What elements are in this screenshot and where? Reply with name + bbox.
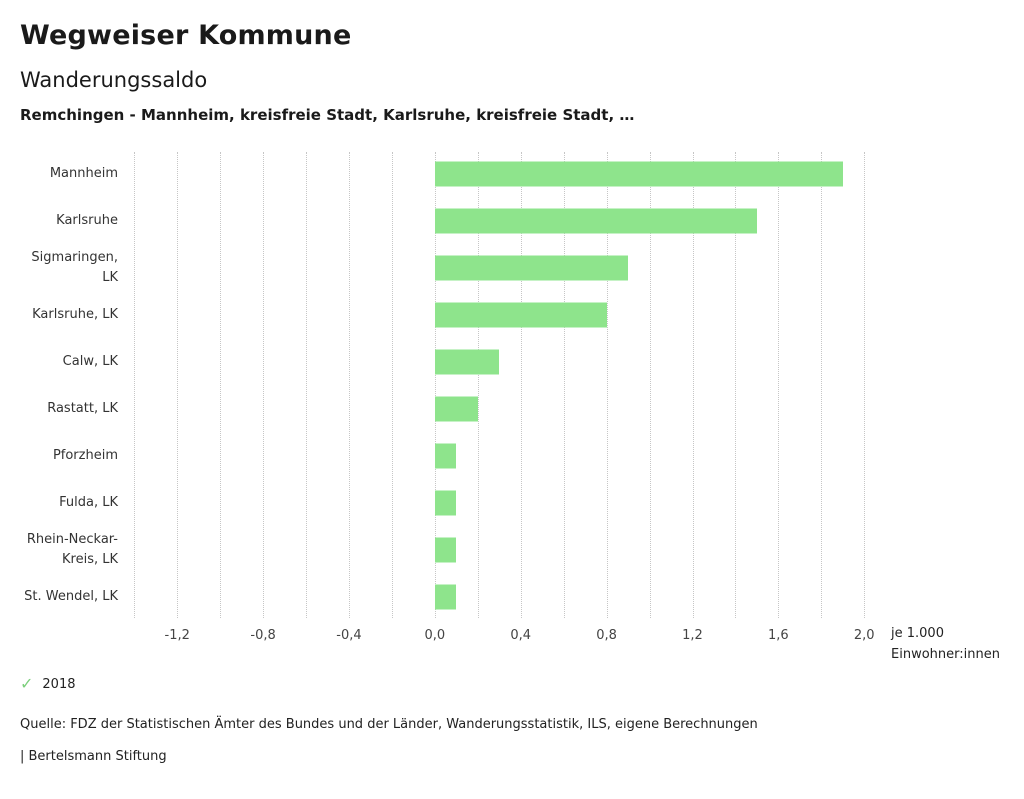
- category-label: Karlsruhe, LK: [32, 306, 118, 322]
- gridline: [348, 152, 350, 618]
- bar[interactable]: [434, 302, 607, 327]
- chart-row: Rhein-Neckar-Kreis, LK: [20, 526, 1004, 573]
- category-label: Karlsruhe: [56, 212, 118, 228]
- chart-selection: Remchingen - Mannheim, kreisfreie Stadt,…: [20, 106, 635, 124]
- x-tick-label: 0,8: [596, 628, 617, 643]
- chart-row: Sigmaringen, LK: [20, 244, 1004, 291]
- category-label: Fulda, LK: [59, 494, 118, 510]
- axis-unit-line1: je 1.000: [891, 626, 944, 641]
- bar[interactable]: [434, 537, 457, 562]
- x-tick-label: 1,6: [768, 628, 789, 643]
- gridline: [220, 152, 222, 618]
- plot-area: Mannheim Karlsruhe Sigmaringen, LK Karlsruh…: [20, 150, 1004, 620]
- gridline: [649, 152, 651, 618]
- gridline: [306, 152, 308, 618]
- category-label: Sigmaringen, LK: [31, 250, 118, 285]
- gridline: [864, 152, 866, 618]
- bar-cell: [130, 338, 875, 385]
- chart-row: Calw, LK: [20, 338, 1004, 385]
- bar-cell: [130, 197, 875, 244]
- bar-cell: [130, 526, 875, 573]
- chart-row: St. Wendel, LK: [20, 573, 1004, 620]
- category-label: Rastatt, LK: [47, 400, 118, 416]
- legend-label: 2018: [42, 676, 76, 692]
- gridline: [778, 152, 780, 618]
- x-tick-label: -0,4: [336, 628, 362, 643]
- category-label: Calw, LK: [62, 353, 118, 369]
- axis-unit-line2: Einwohner:innen: [891, 647, 1000, 662]
- page: Wegweiser Kommune Wanderungssaldo Remchi…: [20, 20, 1004, 764]
- gridline: [520, 152, 522, 618]
- check-icon: ✓: [20, 674, 34, 693]
- category-label: St. Wendel, LK: [24, 588, 118, 604]
- branding: | Bertelsmann Stiftung: [20, 749, 167, 764]
- bar-cell: [130, 385, 875, 432]
- bar-chart: Mannheim Karlsruhe Sigmaringen, LK Karlsruh…: [20, 150, 1004, 662]
- bar-cell: [130, 432, 875, 479]
- source-note: Quelle: FDZ der Statistischen Ämter des …: [20, 717, 758, 732]
- category-label: Pforzheim: [52, 447, 118, 463]
- bar[interactable]: [434, 255, 629, 280]
- chart-row: Karlsruhe: [20, 197, 1004, 244]
- chart-row: Fulda, LK: [20, 479, 1004, 526]
- gridline: [563, 152, 565, 618]
- gridline: [263, 152, 265, 618]
- x-axis-ticks: -1,2 -0,8 -0,4 0,0 0,4 0,8 1,2 1,6 2,0: [130, 620, 875, 662]
- gridlines-layer: [130, 152, 875, 618]
- bar[interactable]: [434, 584, 457, 609]
- bar-cell: [130, 244, 875, 291]
- x-tick-label: 0,4: [510, 628, 532, 643]
- gridline: [391, 152, 393, 618]
- chart-row: Karlsruhe, LK: [20, 291, 1004, 338]
- gridline: [177, 152, 179, 618]
- x-tick-label: 1,2: [682, 628, 703, 643]
- chart-row: Mannheim: [20, 150, 1004, 197]
- category-label: Mannheim: [49, 165, 118, 181]
- bar-cell: [130, 291, 875, 338]
- gridline: [477, 152, 479, 618]
- x-tick-label: -1,2: [164, 628, 190, 643]
- gridline: [692, 152, 694, 618]
- chart-row: Pforzheim: [20, 432, 1004, 479]
- bar-rows: Mannheim Karlsruhe Sigmaringen, LK Karlsruh…: [20, 150, 1004, 620]
- x-tick-label: 2,0: [853, 628, 875, 643]
- gridline: [735, 152, 737, 618]
- x-tick-label: -0,8: [250, 628, 276, 643]
- chart-title: Wanderungssaldo: [20, 68, 208, 92]
- gridline: [821, 152, 823, 618]
- gridline: [606, 152, 608, 618]
- legend-item-2018[interactable]: ✓ 2018: [20, 676, 76, 692]
- bar[interactable]: [434, 349, 500, 374]
- gridline: [434, 152, 436, 618]
- bar[interactable]: [434, 396, 478, 421]
- gridline: [134, 152, 136, 618]
- bar-cell: [130, 573, 875, 620]
- category-label: Rhein-Neckar-Kreis, LK: [26, 532, 118, 567]
- bar[interactable]: [434, 490, 457, 515]
- app-title: Wegweiser Kommune: [20, 20, 352, 51]
- bar[interactable]: [434, 208, 757, 233]
- bar-cell: [130, 479, 875, 526]
- axis-unit-label: je 1.000 Einwohner:innen: [891, 626, 1000, 662]
- chart-row: Rastatt, LK: [20, 385, 1004, 432]
- bar-cell: [130, 150, 875, 197]
- x-axis: -1,2 -0,8 -0,4 0,0 0,4 0,8 1,2 1,6 2,0 je 1.000 …: [130, 620, 1000, 662]
- bar[interactable]: [434, 443, 457, 468]
- x-tick-label: 0,0: [424, 628, 446, 643]
- bar[interactable]: [434, 161, 843, 186]
